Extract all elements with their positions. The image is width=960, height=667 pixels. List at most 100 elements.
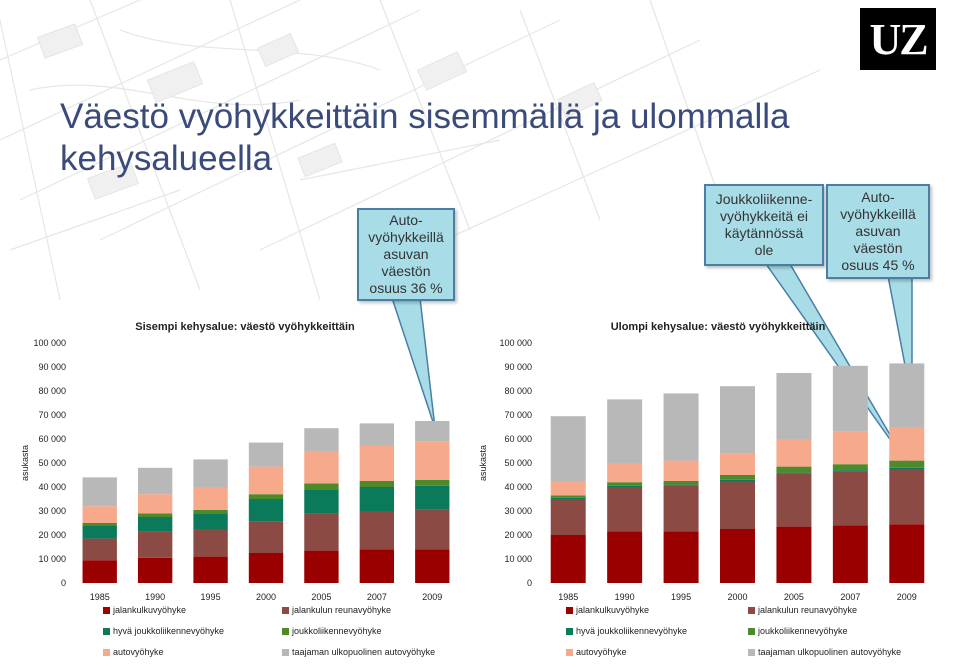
y-axis-label: asukasta [20, 445, 30, 481]
bar-segment [82, 477, 117, 507]
bar-segment [415, 509, 450, 550]
bar-segment [607, 487, 643, 532]
bar-segment [248, 499, 284, 522]
bar-segment [776, 526, 812, 583]
chart-title: Ulompi kehysalue: väestö vyöhykkeittäin [611, 321, 826, 333]
legend-swatch [103, 627, 110, 635]
legend-item: joukkoliikennevyöhyke [748, 626, 848, 636]
y-tick-label: 0 [527, 578, 532, 588]
bar-segment [137, 494, 173, 514]
x-tick-label: 2005 [784, 592, 804, 602]
bar-segment [193, 509, 228, 514]
bar-segment [720, 479, 755, 481]
legend-label: joukkoliikennevyöhyke [292, 626, 382, 636]
bar-segment [359, 511, 395, 550]
legend-swatch [748, 648, 755, 656]
legend-swatch [748, 627, 755, 635]
x-tick-label: 1985 [90, 592, 110, 602]
legend-item: hyvä joukkoliikennevyöhyke [566, 626, 687, 636]
bar-segment [550, 416, 586, 481]
legend-label: jalankulkuvyöhyke [576, 605, 650, 615]
bar-segment [304, 550, 339, 583]
legend-label: autovyöhyke [576, 647, 627, 657]
legend-swatch [103, 606, 110, 614]
legend-swatch [282, 627, 289, 635]
bar-segment [776, 373, 812, 439]
bar-segment [193, 487, 228, 510]
x-tick-label: 1995 [201, 592, 221, 602]
bar-segment [663, 485, 699, 532]
y-tick-label: 30 000 [504, 506, 532, 516]
bar-segment [889, 427, 925, 461]
y-tick-label: 60 000 [504, 434, 532, 444]
bar-segment [193, 459, 228, 487]
bar-segment [137, 557, 173, 583]
legend-label: joukkoliikennevyöhyke [758, 626, 848, 636]
bar-segment [720, 453, 755, 475]
bar-segment [720, 529, 755, 583]
callout-no-transit-zones: Joukkoliikenne- vyöhykkeitä ei käytännös… [704, 184, 824, 266]
bar-segment [776, 439, 812, 467]
bar-segment [304, 513, 339, 551]
bar-segment [720, 475, 755, 480]
bar-segment [832, 470, 868, 472]
y-tick-label: 60 000 [38, 434, 66, 444]
bar-segment [193, 513, 228, 529]
legend-label: taajaman ulkopuolinen autovyöhyke [292, 647, 436, 657]
x-tick-label: 2009 [897, 592, 917, 602]
bar-segment [82, 506, 117, 523]
x-tick-label: 1990 [145, 592, 165, 602]
bar-segment [550, 481, 586, 496]
bar-segment [776, 472, 812, 474]
legend-item: taajaman ulkopuolinen autovyöhyke [282, 647, 435, 657]
x-tick-label: 1995 [671, 592, 691, 602]
y-tick-label: 100 000 [499, 338, 532, 348]
chart-title: Sisempi kehysalue: väestö vyöhykkeittäin [135, 321, 355, 333]
legend-item: autovyöhyke [103, 647, 164, 657]
bar-segment [304, 428, 339, 451]
legend-label: hyvä joukkoliikennevyöhyke [113, 626, 225, 636]
legend-item: taajaman ulkopuolinen autovyöhyke [748, 647, 901, 657]
bar-segment [663, 481, 699, 485]
bar-segment [663, 531, 699, 583]
bar-segment [607, 399, 643, 463]
x-tick-label: 2009 [422, 592, 442, 602]
legend-item: jalankulkuvyöhyke [103, 605, 186, 615]
legend-item: joukkoliikennevyöhyke [282, 626, 382, 636]
bar-segment [550, 497, 586, 499]
y-tick-label: 100 000 [33, 338, 66, 348]
y-tick-label: 80 000 [504, 386, 532, 396]
legend-swatch [282, 606, 289, 614]
bar-segment [304, 483, 339, 490]
legend-label: jalankulkuvyöhyke [113, 605, 187, 615]
bar-segment [663, 484, 699, 486]
bar-segment [607, 485, 643, 487]
x-tick-label: 2000 [256, 592, 276, 602]
y-tick-label: 70 000 [504, 410, 532, 420]
bar-segment [607, 482, 643, 486]
bar-segment [720, 481, 755, 529]
y-tick-label: 40 000 [504, 482, 532, 492]
bar-segment [137, 531, 173, 558]
y-tick-label: 10 000 [38, 554, 66, 564]
legend-label: autovyöhyke [113, 647, 164, 657]
x-tick-label: 2007 [840, 592, 860, 602]
bar-segment [82, 523, 117, 526]
bar-segment [137, 517, 173, 532]
bar-segment [248, 494, 284, 499]
x-tick-label: 2005 [311, 592, 331, 602]
bar-segment [889, 460, 925, 468]
bar-segment [193, 529, 228, 557]
y-tick-label: 50 000 [38, 458, 66, 468]
bar-segment [550, 535, 586, 583]
legend-item: jalankulkuvyöhyke [566, 605, 649, 615]
bar-segment [415, 421, 450, 442]
legend-swatch [566, 627, 573, 635]
bar-segment [248, 466, 284, 495]
bar-segment [889, 469, 925, 525]
bar-segment [832, 431, 868, 465]
y-tick-label: 30 000 [38, 506, 66, 516]
bar-segment [832, 471, 868, 526]
x-tick-label: 1990 [615, 592, 635, 602]
